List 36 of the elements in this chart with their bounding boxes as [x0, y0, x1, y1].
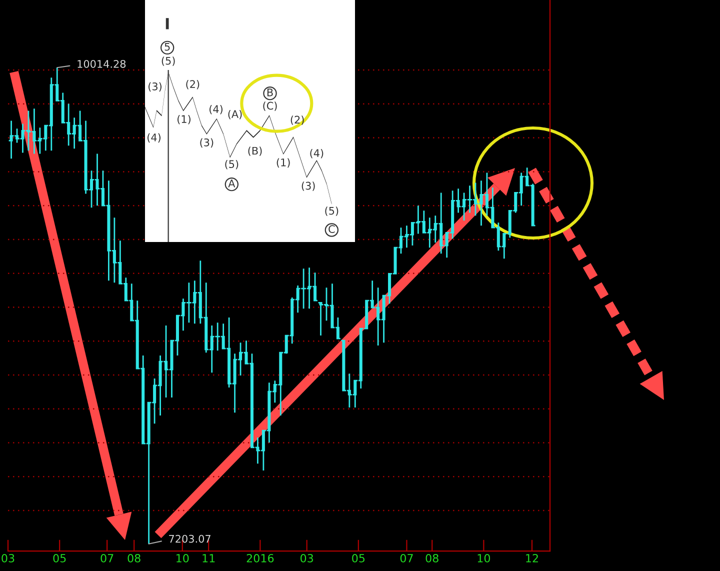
annotation: (5): [225, 160, 238, 170]
annotation: 10014.28: [78, 60, 126, 68]
annotation: (3): [148, 82, 162, 92]
annotation: (5): [325, 206, 338, 216]
x-tick-label: 12: [526, 554, 538, 562]
x-tick-label: 03: [2, 554, 14, 562]
annotation: 7203.07: [169, 534, 210, 543]
annotation: (C): [263, 102, 277, 111]
annotation: (4): [310, 148, 324, 158]
x-tick-label: 03: [300, 554, 314, 562]
annotation: C: [328, 225, 335, 234]
x-tick-label: 2016: [246, 554, 274, 562]
annotation: (2): [290, 116, 304, 125]
annotation: A: [228, 180, 236, 188]
annotation: (1): [276, 158, 290, 168]
annotation: (4): [210, 104, 222, 114]
text: 5: [164, 42, 170, 51]
x-tick-label: 07: [100, 554, 114, 562]
annotation: (1): [178, 114, 190, 124]
text: I: [166, 18, 169, 30]
x-tick-label: 05: [352, 554, 365, 562]
x-tick-label: 10: [478, 554, 490, 562]
annotation: (3): [200, 138, 214, 148]
x-tick-label: 08: [128, 554, 140, 562]
annotation: (B): [248, 146, 262, 156]
x-tick-label: 07: [400, 554, 413, 562]
annotation: (A): [228, 110, 242, 120]
x-tick-label: 11: [202, 554, 215, 562]
annotation: B: [267, 88, 273, 96]
annotation: (4): [148, 133, 160, 143]
x-tick-label: 10: [176, 554, 189, 562]
text: (5): [162, 56, 175, 66]
annotation: (2): [186, 80, 200, 90]
x-tick-label: 05: [53, 554, 66, 562]
annotation: (3): [302, 182, 315, 191]
x-tick-label: 08: [426, 554, 438, 562]
